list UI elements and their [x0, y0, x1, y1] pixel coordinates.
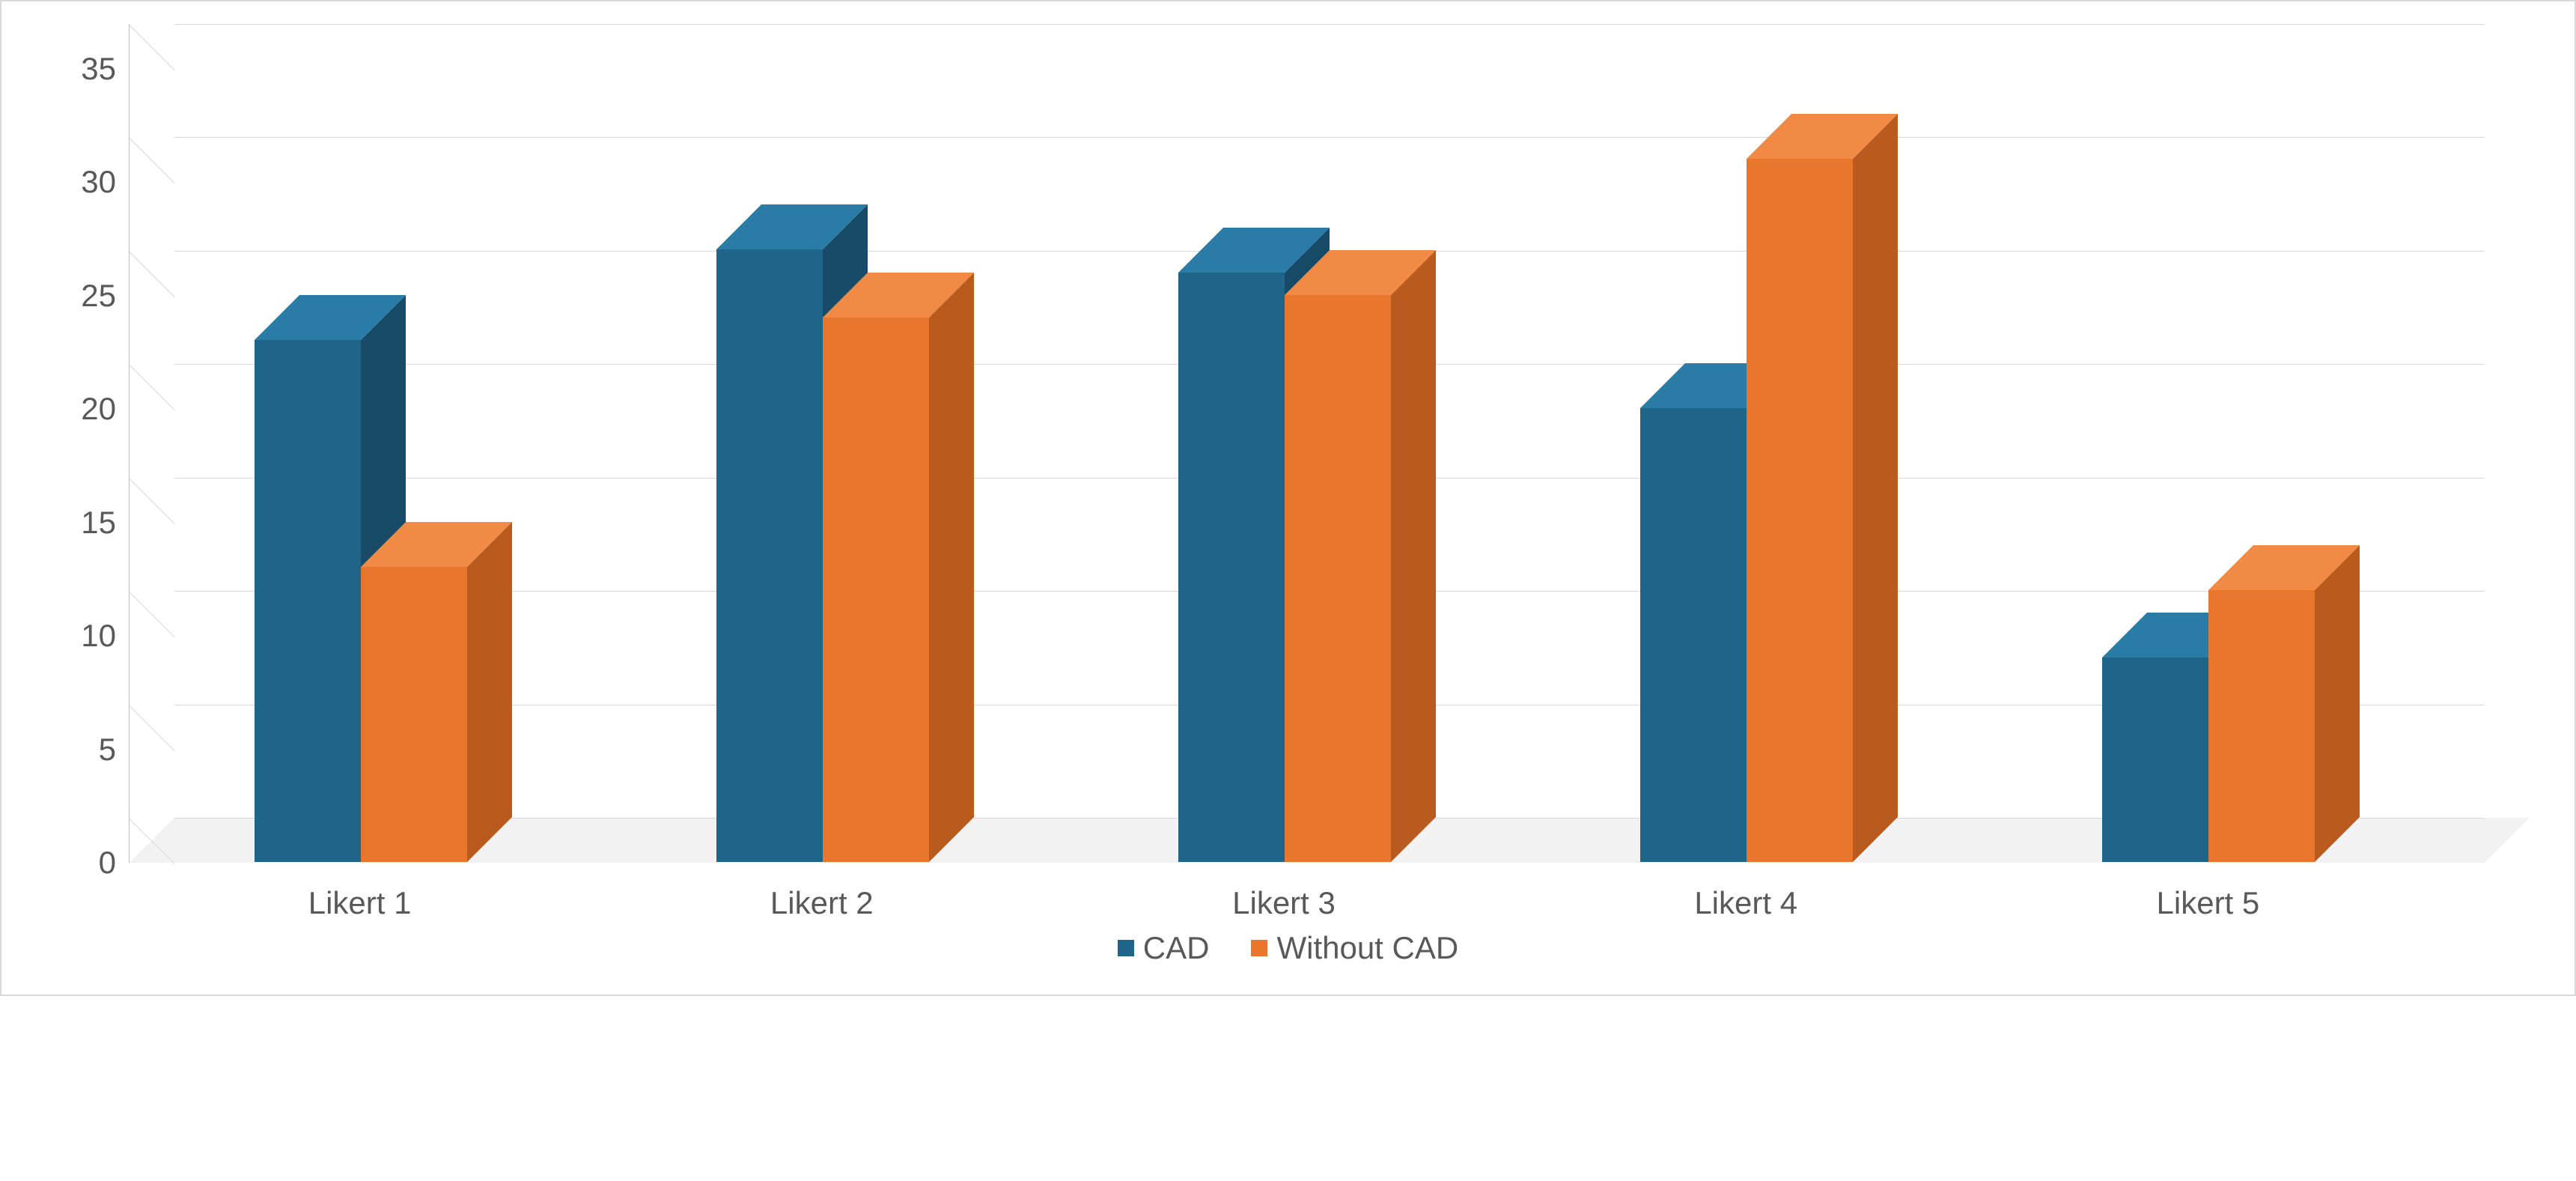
bar [2208, 590, 2315, 862]
bar [823, 318, 929, 862]
bar [716, 249, 823, 862]
legend-swatch [1118, 940, 1134, 956]
plot-wrap: 05101520253035 Likert 1Likert 2Likert 3L… [46, 24, 2530, 908]
y-tick-label: 15 [81, 505, 130, 541]
y-tick-label: 10 [81, 618, 130, 654]
x-tick-label: Likert 5 [2157, 885, 2260, 921]
legend-label: CAD [1143, 930, 1210, 966]
bars-layer [130, 69, 2440, 862]
bar [2102, 658, 2208, 862]
y-tick-label: 35 [81, 51, 130, 87]
bar [1285, 295, 1391, 862]
y-tick-label: 25 [81, 278, 130, 314]
grid-line [174, 137, 2485, 138]
bar [1640, 408, 1747, 862]
x-tick-label: Likert 1 [308, 885, 412, 921]
y-tick-label: 5 [99, 732, 130, 768]
y-tick-label: 20 [81, 391, 130, 427]
plot-area: 05101520253035 [129, 24, 2485, 863]
legend-swatch [1251, 940, 1267, 956]
grid-line [174, 24, 2485, 25]
x-tick-label: Likert 2 [770, 885, 874, 921]
x-tick-label: Likert 4 [1694, 885, 1797, 921]
bar [1178, 273, 1285, 862]
x-axis-labels: Likert 1Likert 2Likert 3Likert 4Likert 5 [46, 863, 2530, 908]
legend-item: CAD [1118, 930, 1210, 966]
legend-label: Without CAD [1276, 930, 1458, 966]
chart-frame: 05101520253035 Likert 1Likert 2Likert 3L… [0, 0, 2576, 996]
bar [255, 340, 361, 862]
y-tick-label: 30 [81, 164, 130, 200]
bar [1747, 159, 1853, 862]
legend-item: Without CAD [1251, 930, 1458, 966]
bar [361, 567, 467, 862]
x-tick-label: Likert 3 [1232, 885, 1336, 921]
